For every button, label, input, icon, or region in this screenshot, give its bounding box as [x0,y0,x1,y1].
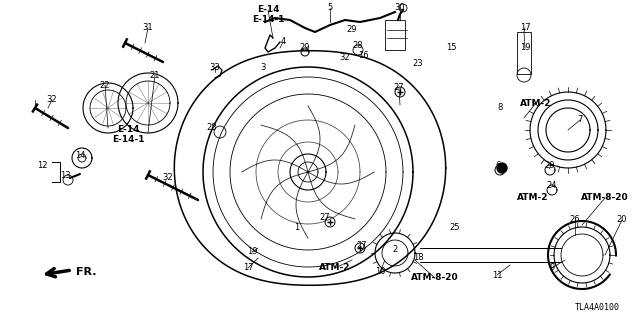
Text: 7: 7 [577,116,582,124]
Text: 10: 10 [375,268,385,276]
Text: 20: 20 [617,215,627,225]
Text: 6: 6 [495,161,500,170]
Text: 23: 23 [413,59,423,68]
Text: FR.: FR. [76,267,97,277]
Text: 8: 8 [497,103,502,113]
Text: 5: 5 [328,4,333,12]
Text: 21: 21 [150,70,160,79]
Text: 24: 24 [547,180,557,189]
Text: 29: 29 [545,161,556,170]
Text: 27: 27 [320,213,330,222]
Text: 28: 28 [353,41,364,50]
Text: 18: 18 [413,253,423,262]
Text: ATM-2: ATM-2 [319,263,351,273]
Text: 1: 1 [294,223,300,233]
Text: 4: 4 [280,37,285,46]
Text: 13: 13 [60,171,70,180]
Text: 16: 16 [358,51,368,60]
Text: ATM-2: ATM-2 [517,194,548,203]
Text: 14: 14 [75,150,85,159]
Text: 29: 29 [347,26,357,35]
Text: E-14: E-14 [257,5,279,14]
Text: 27: 27 [356,241,367,250]
Text: 27: 27 [394,84,404,92]
Text: 33: 33 [210,63,220,73]
Text: 3: 3 [260,63,266,73]
Text: 26: 26 [570,215,580,225]
Text: 32: 32 [340,53,350,62]
Text: E-14: E-14 [116,125,140,134]
Text: 31: 31 [143,23,154,33]
Text: TLA4A0100: TLA4A0100 [575,303,620,312]
Text: 30: 30 [395,4,405,12]
Text: 29: 29 [300,44,310,52]
Text: 11: 11 [492,270,502,279]
Text: 19: 19 [520,44,531,52]
Text: E-14-1: E-14-1 [252,14,284,23]
Text: 32: 32 [47,95,58,105]
Text: 32: 32 [163,173,173,182]
Text: 17: 17 [243,263,253,273]
Text: ATM-8-20: ATM-8-20 [581,194,629,203]
Text: ATM-2: ATM-2 [520,99,552,108]
Bar [517,32,531,74]
Text: 9: 9 [549,263,555,273]
Text: 19: 19 [247,247,257,257]
Circle shape [497,163,507,173]
Text: E-14-1: E-14-1 [112,134,144,143]
Text: 12: 12 [36,161,47,170]
Text: ATM-8-20: ATM-8-20 [411,274,459,283]
Text: 25: 25 [450,223,460,233]
Text: 22: 22 [100,81,110,90]
Text: 17: 17 [520,23,531,33]
Text: 28: 28 [207,124,218,132]
Text: 15: 15 [445,44,456,52]
Text: 2: 2 [392,245,397,254]
Bar [385,20,405,50]
